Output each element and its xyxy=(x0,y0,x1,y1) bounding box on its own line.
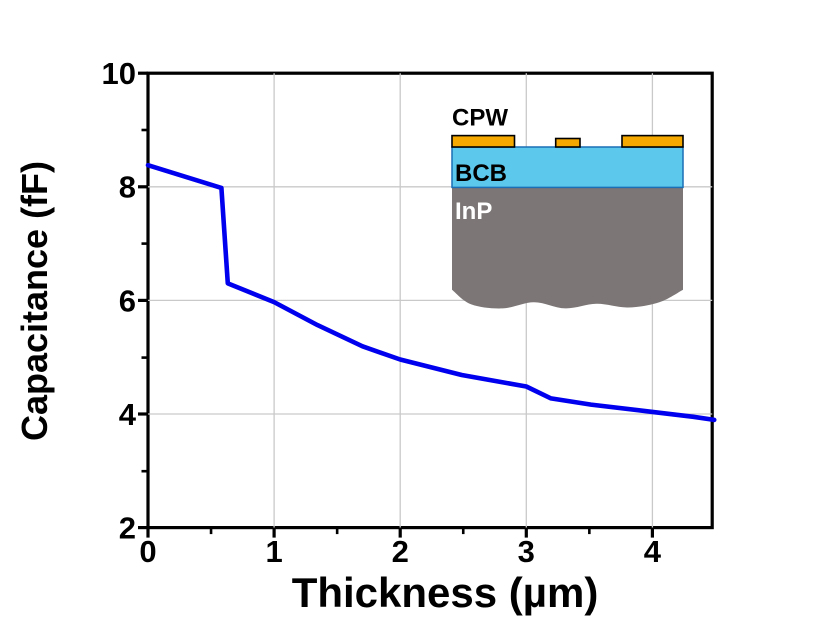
svg-text:2: 2 xyxy=(119,511,136,546)
svg-text:10: 10 xyxy=(102,56,136,91)
svg-text:0: 0 xyxy=(139,534,156,569)
svg-text:2: 2 xyxy=(392,534,409,569)
svg-text:6: 6 xyxy=(119,283,136,318)
svg-text:3: 3 xyxy=(518,534,535,569)
svg-text:Capacitance (fF): Capacitance (fF) xyxy=(14,161,55,441)
svg-text:Thickness (µm): Thickness (µm) xyxy=(292,569,599,616)
svg-text:4: 4 xyxy=(644,534,662,569)
svg-text:BCB: BCB xyxy=(455,160,507,187)
svg-text:1: 1 xyxy=(265,534,282,569)
svg-text:CPW: CPW xyxy=(452,105,508,132)
svg-text:InP: InP xyxy=(455,198,492,225)
svg-text:4: 4 xyxy=(119,397,137,432)
svg-text:8: 8 xyxy=(119,170,136,205)
